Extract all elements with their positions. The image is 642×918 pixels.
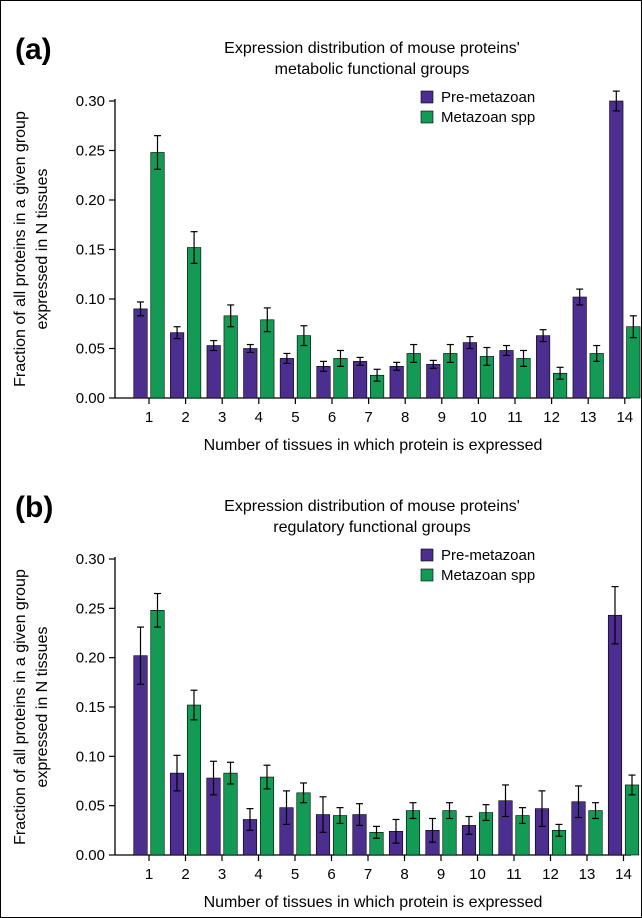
x-tick-label: 4: [254, 866, 262, 883]
x-tick-label: 10: [469, 866, 486, 883]
x-tick-label: 14: [616, 409, 633, 426]
bar-pre-metazoan: [353, 361, 368, 399]
y-tick-label: 0.10: [76, 748, 105, 765]
x-tick-label: 9: [437, 866, 445, 883]
legend-swatch: [420, 548, 434, 562]
bar-pre-metazoan: [389, 366, 404, 399]
legend-swatch: [420, 568, 434, 582]
bar-metazoan-spp: [223, 772, 238, 856]
bar-pre-metazoan: [170, 332, 185, 399]
y-tick-label: 0.30: [76, 551, 105, 568]
x-tick-label: 2: [181, 866, 189, 883]
bar-metazoan-spp: [187, 247, 202, 399]
x-tick-label: 3: [218, 409, 226, 426]
y-tick-label: 0.00: [76, 847, 105, 864]
bar-metazoan-spp: [186, 704, 202, 856]
legend-label: Metazoan spp: [441, 109, 535, 126]
bar-metazoan-spp: [150, 152, 165, 399]
y-tick-label: 0.00: [76, 390, 105, 407]
legend-swatch: [420, 90, 434, 104]
x-axis-label: Number of tissues in which protein is ex…: [204, 437, 543, 454]
bar-pre-metazoan: [572, 296, 587, 399]
x-tick-label: 9: [438, 409, 446, 426]
y-axis-label-line: expressed in N tissues: [34, 627, 51, 788]
x-tick-label: 12: [543, 409, 560, 426]
y-tick-label: 0.10: [76, 291, 105, 308]
y-tick-label: 0.30: [76, 93, 105, 110]
bar-pre-metazoan: [243, 348, 258, 399]
y-tick-label: 0.25: [76, 143, 105, 160]
y-axis-label-line: Fraction of all proteins in a given grou…: [12, 111, 29, 387]
bar-metazoan-spp: [223, 315, 238, 399]
y-axis-label-line: expressed in N tissues: [34, 169, 51, 330]
x-tick-label: 11: [506, 866, 522, 883]
bar-pre-metazoan: [426, 364, 441, 399]
y-tick-label: 0.15: [76, 699, 105, 716]
x-tick-label: 4: [255, 409, 263, 426]
y-tick-label: 0.05: [76, 341, 105, 358]
y-axis-label-line: Fraction of all proteins in a given grou…: [12, 569, 29, 845]
x-tick-label: 6: [328, 409, 336, 426]
chart-title-line: Expression distribution of mouse protein…: [224, 40, 520, 57]
bar-pre-metazoan: [133, 655, 148, 856]
x-tick-label: 14: [615, 866, 632, 883]
y-tick-label: 0.20: [76, 650, 105, 667]
x-tick-label: 3: [218, 866, 226, 883]
legend-label: Metazoan spp: [441, 567, 535, 584]
bar-metazoan-spp: [624, 784, 640, 856]
bar-pre-metazoan: [462, 342, 477, 399]
legend-label: Pre-metazoan: [441, 547, 535, 564]
y-tick-label: 0.15: [76, 242, 105, 259]
x-tick-label: 1: [145, 409, 153, 426]
x-tick-label: 8: [400, 866, 408, 883]
y-tick-label: 0.20: [76, 192, 105, 209]
chart-title-line: metabolic functional groups: [275, 61, 470, 78]
legend-label: Pre-metazoan: [441, 89, 535, 106]
y-tick-label: 0.05: [76, 798, 105, 815]
x-tick-label: 5: [291, 409, 299, 426]
x-axis-label: Number of tissues in which protein is ex…: [204, 894, 543, 911]
x-tick-label: 7: [364, 866, 372, 883]
bar-metazoan-spp: [150, 610, 165, 856]
x-tick-label: 13: [579, 866, 596, 883]
chart-title-line: regulatory functional groups: [273, 519, 470, 536]
x-tick-label: 8: [401, 409, 409, 426]
x-tick-label: 11: [507, 409, 523, 426]
x-tick-label: 12: [542, 866, 559, 883]
chart-panel-b: (b) Expression distribution of mouse prot…: [12, 491, 640, 911]
x-tick-label: 10: [470, 409, 487, 426]
bar-pre-metazoan: [279, 358, 294, 399]
chart-title-line: Expression distribution of mouse protein…: [224, 498, 520, 515]
x-tick-label: 13: [580, 409, 597, 426]
bar-pre-metazoan: [499, 350, 514, 399]
x-tick-label: 1: [145, 866, 153, 883]
bar-pre-metazoan: [536, 335, 551, 399]
x-tick-label: 6: [327, 866, 335, 883]
panel-label: (b): [15, 491, 53, 524]
legend-swatch: [420, 110, 434, 124]
x-tick-label: 5: [291, 866, 299, 883]
x-tick-label: 7: [364, 409, 372, 426]
bar-pre-metazoan: [206, 345, 221, 399]
y-tick-label: 0.25: [76, 600, 105, 617]
bar-pre-metazoan: [133, 308, 148, 399]
bar-pre-metazoan: [607, 614, 623, 856]
chart-panel-a: (a) Expression distribution of mouse prot…: [12, 33, 641, 454]
bar-pre-metazoan: [609, 100, 624, 399]
panel-label: (a): [15, 33, 52, 66]
x-tick-label: 2: [181, 409, 189, 426]
